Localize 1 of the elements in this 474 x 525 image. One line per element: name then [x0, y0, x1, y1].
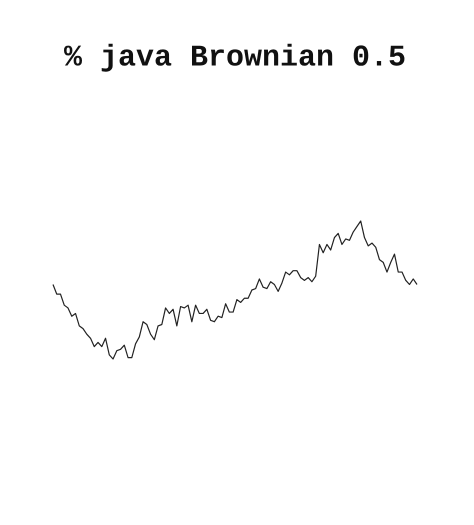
chart-title: % java Brownian 0.5 [64, 42, 406, 76]
